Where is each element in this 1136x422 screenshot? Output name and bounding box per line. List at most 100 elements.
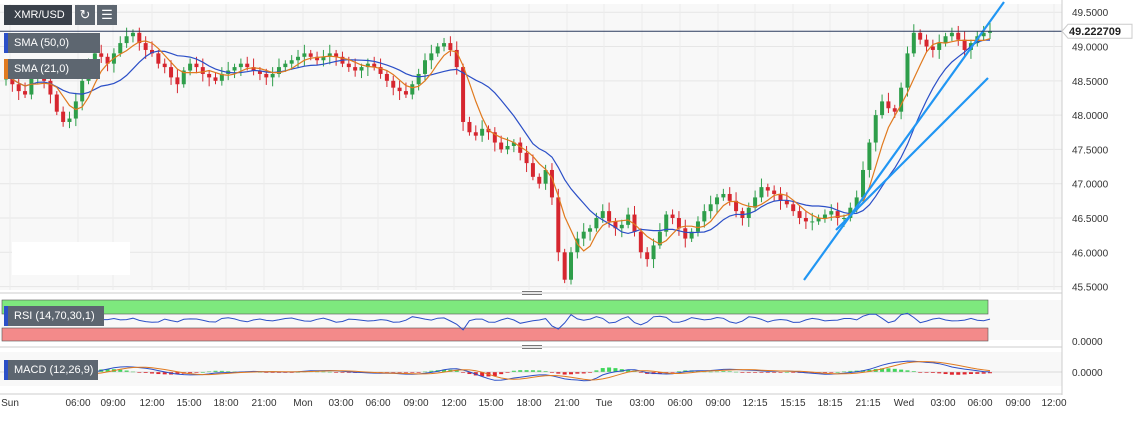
candle-body: [873, 115, 878, 143]
candle-body: [765, 187, 770, 191]
macd-histogram-bar: [721, 371, 726, 372]
candle-body: [657, 231, 662, 246]
candle-body: [219, 73, 224, 81]
candle-body: [581, 231, 586, 239]
candle-body: [937, 43, 942, 50]
candle-body: [137, 32, 142, 44]
candle-body: [422, 60, 427, 74]
candle-body: [251, 67, 256, 71]
y-tick-label: 46.0000: [1072, 248, 1109, 259]
y-tick-label: 47.0000: [1072, 180, 1109, 191]
candle-body: [638, 231, 643, 253]
candle-body: [543, 169, 548, 184]
macd-histogram-bar: [988, 372, 992, 374]
sma21-chip[interactable]: SMA (21,0): [4, 59, 100, 79]
candle-body: [835, 211, 840, 218]
x-tick-label: 12:15: [742, 398, 767, 409]
macd-chip[interactable]: MACD (12,26,9): [4, 360, 98, 380]
candle-body: [829, 211, 834, 215]
macd-histogram-bar: [867, 369, 872, 372]
candle-body: [949, 32, 954, 37]
sma50-line: [5, 39, 991, 235]
macd-histogram-bar: [105, 369, 110, 372]
candle-body: [619, 224, 624, 229]
x-tick-label: 03:00: [328, 398, 353, 409]
candle-body: [505, 145, 510, 150]
symbol-chip[interactable]: XMR/USD: [4, 5, 72, 25]
macd-histogram-bar: [676, 371, 681, 373]
candle-body: [416, 73, 421, 85]
candle-body: [727, 193, 732, 201]
candle-body: [327, 53, 332, 57]
macd-histogram-bar: [753, 372, 758, 373]
candle-body: [283, 63, 288, 68]
macd-histogram-bar: [759, 372, 764, 373]
macd-histogram-bar: [772, 372, 777, 373]
macd-histogram-bar: [930, 372, 935, 373]
macd-histogram-bar: [226, 371, 231, 373]
settings-button[interactable]: ☰: [97, 5, 117, 25]
candle-body: [150, 49, 155, 54]
candle-body: [594, 217, 599, 229]
candle-body: [499, 142, 504, 150]
rsi-chip[interactable]: RSI (14,70,30,1): [4, 306, 104, 326]
candle-body: [600, 211, 605, 218]
candle-body: [537, 176, 542, 184]
candle-body: [753, 197, 758, 208]
macd-histogram-bar: [657, 372, 662, 374]
macd-line: [6, 360, 991, 382]
macd-histogram-bar: [975, 372, 980, 374]
candle-body: [365, 63, 370, 68]
candle-body: [886, 101, 891, 109]
candle-body: [651, 245, 656, 260]
candle-body: [841, 217, 846, 219]
candle-body: [232, 67, 237, 71]
candle-body: [892, 108, 897, 112]
macd-histogram-bar: [416, 372, 421, 373]
macd-histogram-bar: [556, 372, 561, 374]
sma50-chip[interactable]: SMA (50,0): [4, 33, 100, 53]
macd-histogram-bar: [829, 372, 834, 373]
candle-body: [867, 142, 872, 170]
candle-body: [435, 46, 440, 54]
macd-histogram-bar: [670, 372, 675, 373]
candle-body: [695, 221, 700, 232]
macd-histogram-bar: [124, 370, 129, 372]
macd-histogram-bar: [143, 372, 148, 373]
macd-histogram-bar: [594, 370, 599, 372]
macd-histogram-bar: [162, 372, 167, 375]
candle-body: [778, 193, 783, 201]
candle-body: [105, 56, 110, 64]
candle-body: [816, 217, 821, 222]
x-tick-label: 06:00: [667, 398, 692, 409]
candle-body: [118, 43, 123, 54]
candle-body: [175, 77, 180, 85]
candle-body: [270, 73, 275, 78]
candle-body: [524, 152, 529, 164]
macd-histogram-bar: [765, 372, 770, 373]
x-tick-label: 09:00: [1005, 398, 1030, 409]
macd-histogram-bar: [530, 370, 535, 372]
macd-histogram-bar: [918, 372, 923, 373]
refresh-button[interactable]: ↻: [75, 5, 95, 25]
candle-body: [645, 252, 650, 260]
macd-histogram-bar: [905, 370, 910, 372]
y-tick-label: 48.5000: [1072, 77, 1109, 88]
blank-overlay-box: [12, 242, 130, 275]
candle-body: [384, 73, 389, 81]
macd-histogram-bar: [740, 372, 745, 373]
candle-body: [480, 128, 485, 136]
x-tick-label: 06:00: [967, 398, 992, 409]
macd-histogram-bar: [791, 372, 796, 373]
candle-body: [461, 67, 466, 122]
candle-body: [99, 53, 104, 57]
y-tick-label: 45.5000: [1072, 283, 1109, 294]
candle-body: [162, 63, 167, 68]
y-tick-label: 48.0000: [1072, 111, 1109, 122]
candle-body: [296, 56, 301, 61]
candle-body: [200, 67, 205, 74]
macd-histogram-bar: [575, 372, 580, 374]
candle-body: [302, 53, 307, 57]
macd-histogram-bar: [956, 372, 961, 375]
macd-histogram-bar: [403, 372, 408, 373]
